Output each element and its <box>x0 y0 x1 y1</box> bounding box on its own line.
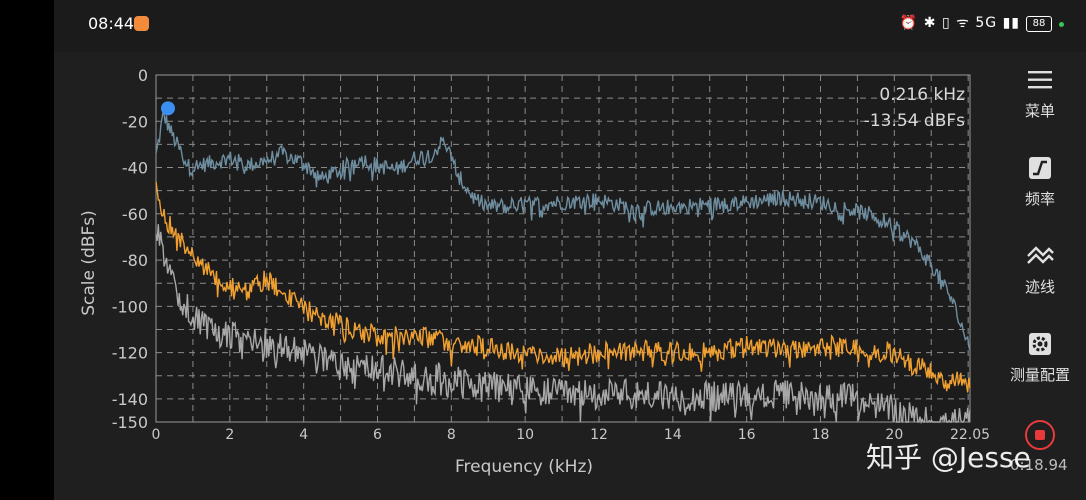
plot-border <box>155 74 971 423</box>
x-tick-label: 0 <box>152 427 161 443</box>
x-tick-label: 20 <box>885 427 903 443</box>
y-tick-label: -60 <box>122 205 148 224</box>
menu-button[interactable]: 菜单 <box>1000 66 1080 121</box>
y-tick-label: -20 <box>122 112 148 131</box>
notification-app-icon <box>134 16 149 31</box>
x-tick-label: 12 <box>590 427 608 443</box>
x-tick-label: 2 <box>225 427 234 443</box>
y-tick-label: -40 <box>122 159 148 178</box>
series-line-0 <box>155 109 971 351</box>
measure-config-button[interactable]: 测量配置 <box>1000 330 1080 385</box>
grid <box>155 74 971 423</box>
readout-level: -13.54 dBFs <box>864 111 965 131</box>
frequency-button[interactable]: 频率 <box>1000 154 1080 209</box>
y-tick-label: 0 <box>138 66 148 85</box>
y-axis-ticks: 0 -20 -40 -60 -80 -100 -120 -140 -150 <box>112 66 148 432</box>
status-dot <box>1059 22 1064 27</box>
record-button[interactable] <box>1000 420 1080 450</box>
x-tick-label: 4 <box>299 427 308 443</box>
x-tick-label: 16 <box>738 427 756 443</box>
y-tick-label: -140 <box>112 390 148 409</box>
frequency-icon <box>1029 157 1051 179</box>
watermark: 知乎 @Jesse <box>866 441 1031 474</box>
sidebar: 菜单 频率 迹线 测量配置 <box>1000 52 1086 500</box>
x-axis-title: Frequency (kHz) <box>455 457 593 477</box>
menu-label: 菜单 <box>1024 102 1055 120</box>
x-tick-label: 6 <box>373 427 382 443</box>
readout-frequency: 0.216 kHz <box>879 85 965 105</box>
status-icons: ⏰ ✱ ▯ ᯤ 5G ▮▮ <box>899 15 1020 31</box>
spectrum-chart[interactable]: 0 -20 -40 -60 -80 -100 -120 -140 -150 0 2 4 6 8 10 12 1… <box>0 0 1000 500</box>
elapsed-time: 0:18.94 <box>1010 456 1068 474</box>
frequency-label: 频率 <box>1024 190 1055 208</box>
x-tick-label: 22.05 <box>950 427 990 443</box>
x-tick-label: 14 <box>664 427 682 443</box>
status-bar: 08:44 ⏰ ✱ ▯ ᯤ 5G ▮▮ 88 <box>54 0 1086 52</box>
x-axis-ticks: 0 2 4 6 8 10 12 14 16 18 20 22.05 <box>152 427 991 443</box>
y-tick-label: -100 <box>112 297 148 316</box>
y-tick-label: -80 <box>122 251 148 270</box>
record-icon <box>1025 420 1055 450</box>
y-axis-title: Scale (dBFs) <box>79 210 99 316</box>
hamburger-icon <box>1028 71 1052 89</box>
x-tick-label: 18 <box>812 427 830 443</box>
y-tick-label: -150 <box>112 413 148 432</box>
x-tick-label: 10 <box>516 427 534 443</box>
peak-marker[interactable] <box>160 101 175 116</box>
plot-area <box>156 75 970 422</box>
trace-label: 迹线 <box>1024 278 1055 296</box>
measure-config-label: 测量配置 <box>1009 366 1070 384</box>
battery-icon: 88 <box>1026 16 1052 32</box>
trace-icon <box>1027 246 1054 264</box>
series-line-2 <box>155 224 971 425</box>
status-time: 08:44 <box>88 14 135 33</box>
x-tick-label: 8 <box>447 427 456 443</box>
y-tick-label: -120 <box>112 344 148 363</box>
trace-button[interactable]: 迹线 <box>1000 242 1080 297</box>
series-group <box>155 109 971 425</box>
series-line-1 <box>155 181 971 393</box>
gear-icon <box>1029 333 1051 355</box>
